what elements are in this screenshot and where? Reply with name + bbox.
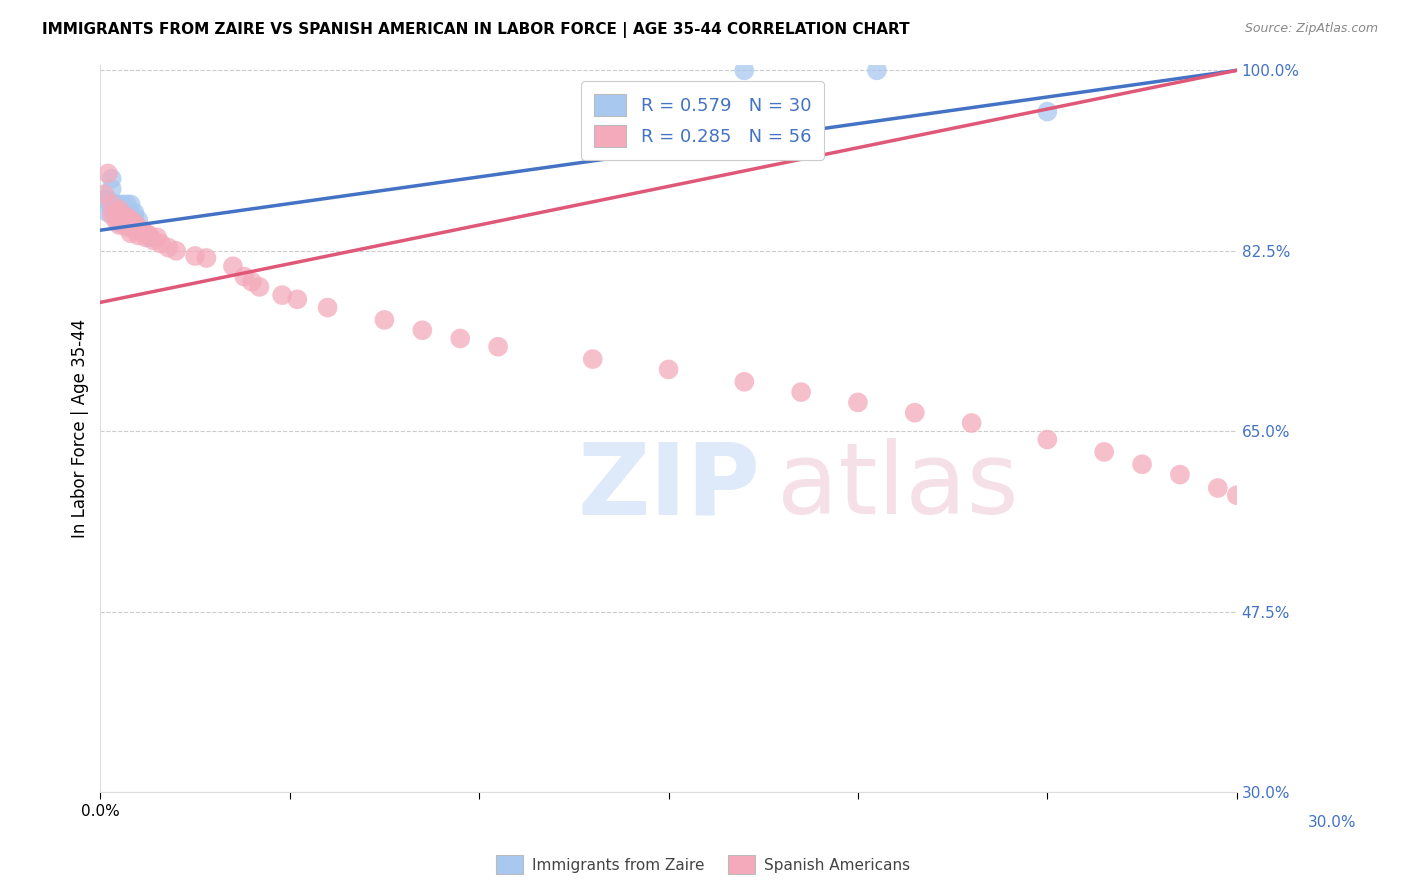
Point (108, 202, 131, 217)
Point (120, 220, 142, 235)
Point (1168, 467, 1191, 482)
Point (115, 197, 138, 211)
Legend: Immigrants from Zaire, Spanish Americans: Immigrants from Zaire, Spanish Americans (489, 849, 917, 880)
Point (135, 227, 157, 241)
Point (112, 212, 135, 227)
Point (115, 210, 138, 224)
Point (100, 171, 122, 186)
Point (93, 192, 115, 206)
Point (124, 205, 146, 219)
Point (1130, 457, 1153, 471)
Point (112, 197, 135, 211)
Point (120, 197, 142, 211)
Point (142, 234, 165, 248)
Point (127, 228, 149, 243)
Point (97, 205, 120, 219)
Point (127, 220, 149, 235)
Point (1036, 433, 1059, 447)
Point (120, 208, 142, 222)
Point (146, 230, 169, 244)
Point (112, 205, 135, 219)
Point (104, 205, 127, 219)
Point (100, 197, 122, 211)
Point (120, 212, 142, 227)
Point (100, 182, 122, 196)
Point (373, 313, 395, 327)
Point (138, 228, 160, 243)
Point (149, 236, 172, 251)
Point (112, 216, 135, 230)
Point (104, 197, 127, 211)
Point (112, 208, 135, 222)
Point (233, 269, 256, 284)
Point (100, 208, 122, 222)
Point (104, 208, 127, 222)
Point (127, 212, 149, 227)
Point (249, 280, 271, 294)
Point (1036, 104, 1059, 119)
Point (316, 301, 339, 315)
Point (1092, 445, 1115, 459)
Point (115, 220, 138, 235)
Point (97, 192, 120, 206)
Y-axis label: In Labor Force | Age 35-44: In Labor Force | Age 35-44 (72, 319, 89, 538)
Text: ZIP: ZIP (578, 438, 761, 535)
Point (97, 166, 120, 180)
Point (138, 230, 160, 244)
Text: atlas: atlas (776, 438, 1018, 535)
Point (120, 212, 142, 227)
Point (271, 288, 294, 302)
Point (108, 210, 131, 224)
Point (115, 216, 138, 230)
Point (846, 395, 869, 409)
Point (115, 210, 138, 224)
Point (1206, 481, 1229, 495)
Point (157, 241, 180, 255)
Point (285, 293, 308, 307)
Text: Source: ZipAtlas.com: Source: ZipAtlas.com (1244, 22, 1378, 36)
Point (124, 216, 146, 230)
Point (124, 210, 146, 224)
Point (93, 187, 115, 202)
Point (108, 205, 131, 219)
Point (222, 260, 245, 274)
Point (449, 331, 471, 345)
Point (124, 223, 146, 237)
Point (120, 227, 142, 241)
Point (115, 216, 138, 230)
Point (1226, 488, 1249, 502)
Point (131, 223, 153, 237)
Point (582, 352, 605, 367)
Legend: R = 0.579   N = 30, R = 0.285   N = 56: R = 0.579 N = 30, R = 0.285 N = 56 (581, 81, 824, 160)
Point (104, 212, 127, 227)
Point (115, 205, 138, 219)
Text: 30.0%: 30.0% (1309, 815, 1357, 830)
Point (960, 416, 983, 430)
Point (184, 249, 207, 263)
Point (108, 218, 131, 232)
Point (733, 63, 755, 78)
Point (790, 385, 813, 400)
Point (486, 340, 509, 354)
Point (131, 223, 153, 237)
Point (657, 362, 679, 376)
Point (866, 63, 889, 78)
Point (135, 230, 157, 244)
Point (195, 251, 218, 265)
Point (240, 275, 263, 289)
Point (108, 216, 131, 230)
Point (733, 375, 755, 389)
Text: IMMIGRANTS FROM ZAIRE VS SPANISH AMERICAN IN LABOR FORCE | AGE 35-44 CORRELATION: IMMIGRANTS FROM ZAIRE VS SPANISH AMERICA… (42, 22, 910, 38)
Point (411, 323, 433, 337)
Point (904, 406, 927, 420)
Point (108, 197, 131, 211)
Point (165, 244, 187, 258)
Point (100, 202, 122, 217)
Point (108, 210, 131, 224)
